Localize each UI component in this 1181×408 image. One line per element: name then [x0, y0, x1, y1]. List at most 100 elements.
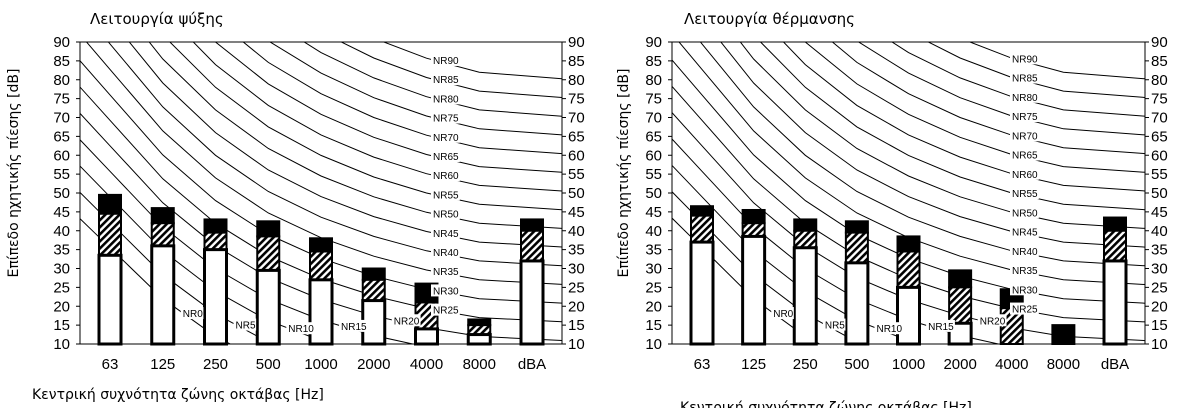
nr-label-bg: [822, 318, 846, 331]
bar-black-segment: [203, 218, 228, 234]
y-tick-label: 30: [645, 261, 662, 278]
bar-black-segment: [948, 269, 973, 289]
y-tick-label: 90: [645, 34, 662, 51]
bar-white-segment: [792, 246, 818, 346]
nr-label-bg: [431, 130, 460, 143]
bar-63: [97, 193, 123, 346]
y2-tick-label: 10: [1151, 336, 1168, 353]
y-tick-label: 85: [645, 53, 662, 70]
nr-label: NR15: [341, 322, 367, 333]
nr-label-bg: [1010, 90, 1039, 103]
nr-label-bg: [1010, 187, 1039, 200]
y-tick-label: 35: [53, 242, 70, 259]
bar-black-segment: [1103, 216, 1127, 232]
nr-label-bg: [1010, 148, 1039, 161]
bar-1000: [896, 235, 921, 346]
y2-tick-label: 55: [568, 166, 585, 183]
nr-label: NR20: [394, 316, 420, 327]
x-axis-title: Κεντρική συχνότητα ζώνης οκτάβας [Hz]: [680, 400, 972, 408]
nr-label-bg: [874, 322, 904, 335]
y-tick-label: 55: [53, 166, 70, 183]
nr-label-bg: [1010, 167, 1039, 180]
nr-curve: [80, 112, 562, 341]
y-tick-label: 70: [645, 110, 662, 127]
y2-tick-label: 65: [1151, 128, 1168, 145]
bar-white-segment: [844, 261, 870, 346]
nr-curve: [107, 42, 562, 267]
nr-label: NR45: [433, 229, 459, 240]
y-tick-label: 40: [53, 223, 70, 240]
bar-hatched-segment: [844, 231, 869, 264]
nr-label-bg: [431, 188, 460, 201]
nr-label: NR20: [980, 316, 1006, 327]
x-tick-label: 4000: [995, 356, 1028, 373]
x-axis-title: Κεντρική συχνότητα ζώνης οκτάβας [Hz]: [32, 387, 324, 403]
nr-labels: NR0 NR5 NR10 NR15 NR20 NR25 NR30 NR35 NR40 NR45 NR…: [180, 53, 460, 335]
nr-label: NR10: [876, 324, 902, 335]
y-tick-label: 10: [645, 336, 662, 353]
nr-label: NR60: [1012, 170, 1038, 181]
bar-white-segment: [519, 259, 545, 346]
x-tick-label: 250: [793, 356, 818, 373]
bar-white-segment: [896, 285, 921, 346]
y-tick-label: 45: [645, 204, 662, 221]
y2-tick-label: 80: [568, 72, 585, 89]
nr-curve: [891, 42, 1145, 117]
nr-curves: [80, 42, 562, 344]
plot-frame: [671, 41, 1146, 345]
x-tick-label: 8000: [463, 356, 496, 373]
bar-white-segment: [741, 234, 767, 346]
y2-tick-label: 35: [1151, 242, 1168, 259]
y-tick-label: 45: [53, 204, 70, 221]
y2-tick-label: 90: [1151, 34, 1168, 51]
nr-label-bg: [1010, 244, 1039, 257]
nr-label-bg: [431, 246, 460, 259]
y2-tick-label: 30: [568, 261, 585, 278]
bar-white-segment: [689, 240, 715, 346]
x-tick-label: 1000: [892, 356, 925, 373]
nr-label: NR85: [1012, 74, 1038, 85]
nr-label: NR70: [433, 133, 459, 144]
nr-labels: NR0 NR5 NR10 NR15 NR20 NR25 NR30 NR35 NR40 NR45 NR…: [771, 52, 1039, 335]
nr-curve: [672, 191, 864, 344]
x-tick-label: 250: [203, 356, 228, 373]
y2-tick-label: 20: [1151, 298, 1168, 315]
nr-label-bg: [1010, 52, 1039, 65]
y-tick-label: 30: [53, 261, 70, 278]
plot-frame: [79, 41, 563, 345]
y2-tick-label: 15: [1151, 317, 1168, 334]
bar-black-segment: [844, 220, 869, 234]
nr-label: NR55: [1012, 189, 1038, 200]
bar-black-segment: [1051, 324, 1076, 345]
chart-title: Λειτουργία ψύξης: [90, 10, 224, 28]
nr-curve: [699, 42, 1145, 267]
nr-label: NR30: [433, 286, 459, 297]
x-tick-label: 125: [741, 356, 766, 373]
y2-tick-label: 50: [1151, 185, 1168, 202]
bar-white-segment: [255, 268, 281, 346]
y2-tick-label: 40: [568, 223, 585, 240]
nr-label-bg: [431, 207, 460, 220]
nr-label-bg: [1010, 283, 1039, 296]
nr-label-bg: [431, 303, 460, 316]
nr-label-bg: [1010, 302, 1039, 315]
nr-label: NR70: [1012, 131, 1038, 142]
y-tick-label: 80: [645, 72, 662, 89]
bar-black-segment: [150, 207, 175, 225]
bar-hatched-segment: [361, 278, 386, 302]
nr-curve: [192, 42, 562, 192]
bar-black-segment: [896, 235, 921, 253]
bar-63: [689, 205, 715, 346]
nr-label: NR15: [928, 322, 954, 333]
bar-hatched-segment: [793, 229, 818, 249]
nr-label-bg: [1010, 206, 1039, 219]
bar-black-segment: [256, 220, 281, 238]
y-tick-label: 40: [645, 223, 662, 240]
bar-dBA: [1102, 216, 1128, 346]
nr-curve: [720, 42, 1145, 248]
nr-label: NR50: [433, 210, 459, 221]
nr-label-bg: [1010, 110, 1039, 123]
y-tick-label: 85: [53, 53, 70, 70]
